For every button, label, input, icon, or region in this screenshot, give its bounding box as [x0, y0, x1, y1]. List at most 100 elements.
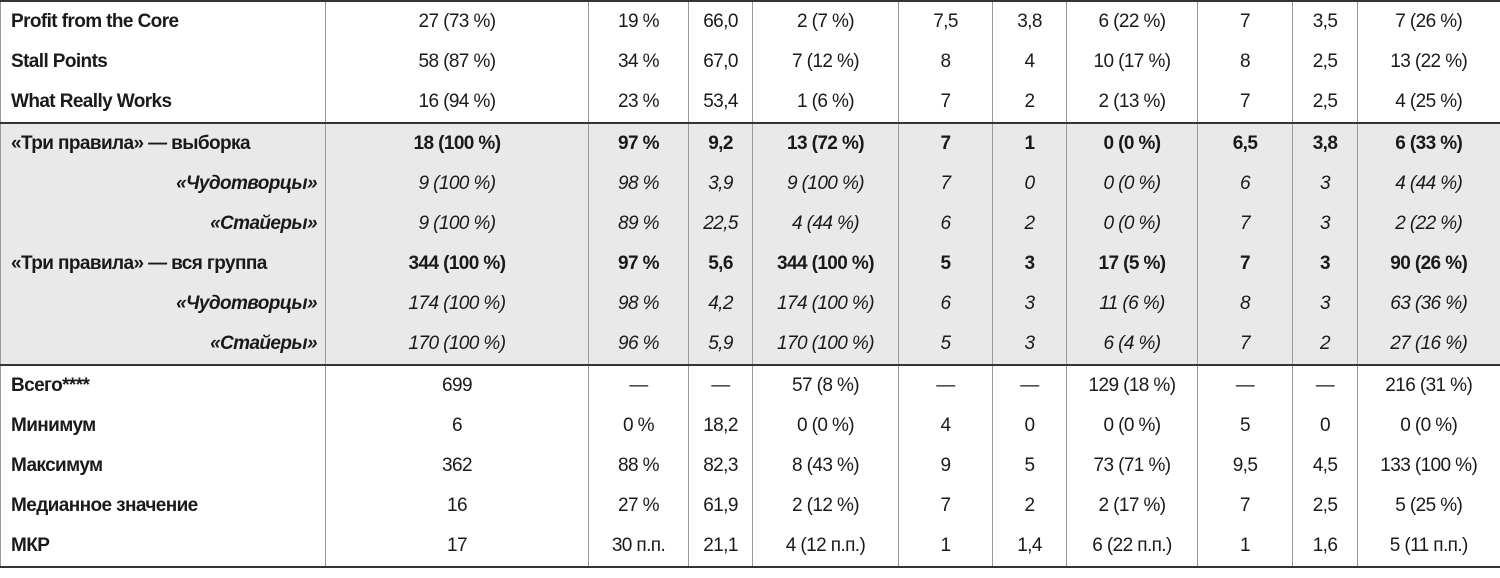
table-cell: 0 %: [588, 406, 689, 446]
table-cell: —: [1292, 365, 1358, 406]
table-cell: 5,6: [688, 244, 753, 284]
table-cell: 9 (100 %): [325, 164, 589, 204]
table-cell: 3: [1292, 204, 1358, 244]
table-cell: 5,9: [688, 324, 753, 365]
table-cell: 2,5: [1292, 82, 1358, 123]
table-cell: 13 (22 %): [1357, 42, 1500, 82]
row-label: Медианное значение: [0, 486, 326, 526]
table-cell: 344 (100 %): [325, 244, 589, 284]
table-cell: 90 (26 %): [1357, 244, 1500, 284]
table-cell: 699: [325, 365, 589, 406]
row-label: «Три правила» — выборка: [0, 123, 326, 164]
table-cell: 174 (100 %): [752, 284, 899, 324]
table-cell: 98 %: [588, 164, 689, 204]
table-cell: 0 (0 %): [752, 406, 899, 446]
table-cell: 7 (26 %): [1357, 1, 1500, 42]
table-cell: 7: [1197, 204, 1293, 244]
table-cell: 7: [1197, 1, 1293, 42]
table-cell: 27 (73 %): [325, 1, 589, 42]
table-cell: 7: [1197, 244, 1293, 284]
table-cell: 1: [898, 526, 993, 567]
row-label: Profit from the Core: [0, 1, 326, 42]
table-cell: 21,1: [688, 526, 753, 567]
table-cell: 4: [992, 42, 1067, 82]
table-cell: 2: [1292, 324, 1358, 365]
table-cell: 11 (6 %): [1066, 284, 1198, 324]
table-cell: —: [992, 365, 1067, 406]
table-cell: 3: [1292, 164, 1358, 204]
table-cell: 58 (87 %): [325, 42, 589, 82]
table-section: Всего**** 699— —57 (8 %) — —129 (18 %) — —216 …: [0, 365, 1500, 567]
table-cell: 4 (44 %): [752, 204, 899, 244]
table-cell: —: [898, 365, 993, 406]
table-cell: 2: [992, 82, 1067, 123]
table-cell: 8: [898, 42, 993, 82]
table-row: «Три правила» — выборка 18 (100 %) 97 % 9,2…: [0, 123, 1500, 164]
table-cell: 63 (36 %): [1357, 284, 1500, 324]
table-cell: 3,8: [992, 1, 1067, 42]
table-cell: 362: [325, 446, 589, 486]
table-cell: 98 %: [588, 284, 689, 324]
table-row: «Стайеры» 9 (100 %) 89 % 22,5 4 (44 %) 6 2 0 (0…: [0, 204, 1500, 244]
table-cell: 27 %: [588, 486, 689, 526]
table-cell: 5: [992, 446, 1067, 486]
table-cell: 17: [325, 526, 589, 567]
row-label: «Стайеры»: [0, 324, 326, 365]
table-cell: 89 %: [588, 204, 689, 244]
table-cell: 133 (100 %): [1357, 446, 1500, 486]
table-cell: 4: [898, 406, 993, 446]
table-cell: 9,5: [1197, 446, 1293, 486]
table-cell: 2 (17 %): [1066, 486, 1198, 526]
table-cell: 9: [898, 446, 993, 486]
table-row: Profit from the Core 27 (73 %) 19 % 66,0 2 (…: [0, 1, 1500, 42]
table-cell: —: [588, 365, 689, 406]
table-cell: 9,2: [688, 123, 753, 164]
table-cell: 2 (7 %): [752, 1, 899, 42]
table-cell: 57 (8 %): [752, 365, 899, 406]
table-cell: 7,5: [898, 1, 993, 42]
table-cell: 17 (5 %): [1066, 244, 1198, 284]
table-cell: 7: [898, 486, 993, 526]
table-cell: 7: [1197, 324, 1293, 365]
table-cell: 0: [992, 164, 1067, 204]
table-cell: 7 (12 %): [752, 42, 899, 82]
table-cell: 2: [992, 204, 1067, 244]
table-cell: 2: [992, 486, 1067, 526]
table-cell: 7: [898, 82, 993, 123]
table-cell: 6 (4 %): [1066, 324, 1198, 365]
table-cell: 0 (0 %): [1357, 406, 1500, 446]
row-label: МКР: [0, 526, 326, 567]
table-cell: 6: [898, 284, 993, 324]
row-label: «Чудотворцы»: [0, 284, 326, 324]
table-cell: 1,6: [1292, 526, 1358, 567]
table-cell: 53,4: [688, 82, 753, 123]
table-cell: 19 %: [588, 1, 689, 42]
table-cell: 2 (12 %): [752, 486, 899, 526]
table-row: What Really Works 16 (94 %) 23 % 53,4 1 (6 %…: [0, 82, 1500, 123]
table-cell: 216 (31 %): [1357, 365, 1500, 406]
table-cell: 5 (25 %): [1357, 486, 1500, 526]
table-cell: 16: [325, 486, 589, 526]
table-cell: 2,5: [1292, 486, 1358, 526]
table-cell: 22,5: [688, 204, 753, 244]
table-row: Всего**** 699— —57 (8 %) — —129 (18 %) — —216 …: [0, 365, 1500, 406]
table-cell: 0: [1292, 406, 1358, 446]
table-cell: 4 (12 п.п.): [752, 526, 899, 567]
table-cell: 82,3: [688, 446, 753, 486]
table-row: «Чудотворцы» 9 (100 %) 98 % 3,9 9 (100 %) 7 0 0…: [0, 164, 1500, 204]
table-cell: 8: [1197, 42, 1293, 82]
table-cell: 0 (0 %): [1066, 164, 1198, 204]
table-cell: 16 (94 %): [325, 82, 589, 123]
table-cell: 27 (16 %): [1357, 324, 1500, 365]
table-cell: 5: [898, 324, 993, 365]
row-label: Минимум: [0, 406, 326, 446]
table-cell: 170 (100 %): [752, 324, 899, 365]
table-cell: 2 (22 %): [1357, 204, 1500, 244]
table-cell: 4 (44 %): [1357, 164, 1500, 204]
table-cell: 6 (22 п.п.): [1066, 526, 1198, 567]
table-cell: 97 %: [588, 123, 689, 164]
table-section: Profit from the Core 27 (73 %) 19 % 66,0 2 (…: [0, 1, 1500, 123]
table-cell: 4 (25 %): [1357, 82, 1500, 123]
table-cell: 34 %: [588, 42, 689, 82]
